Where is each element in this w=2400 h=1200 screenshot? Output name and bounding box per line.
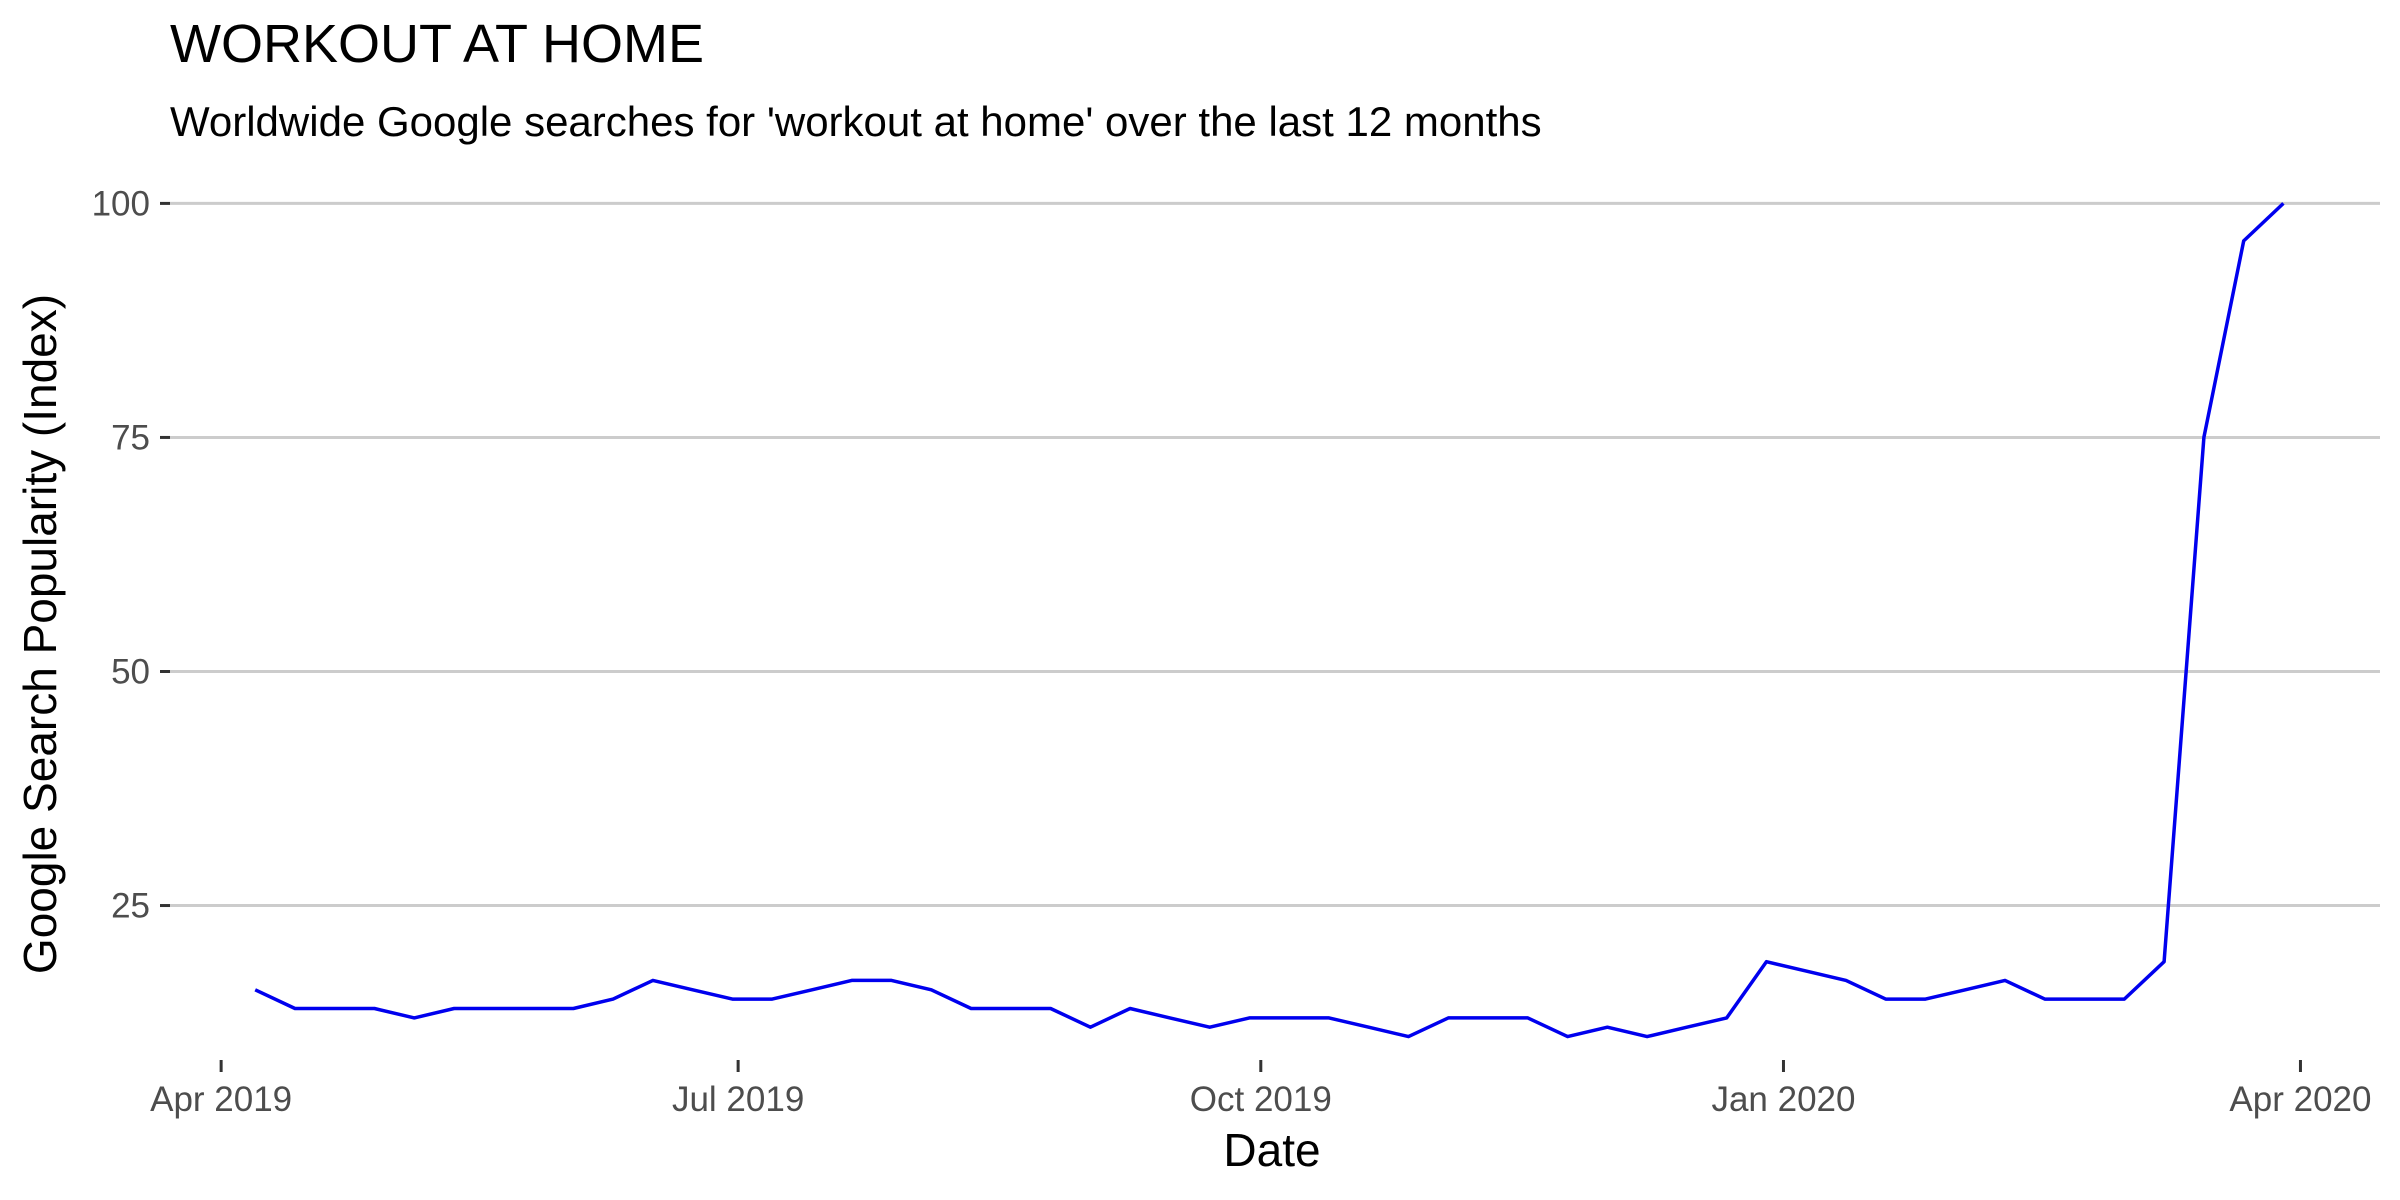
y-axis: 25 50 75 100: [92, 184, 170, 925]
x-axis-title: Date: [1223, 1124, 1320, 1176]
y-tick-label: 50: [111, 652, 150, 691]
y-axis-title: Google Search Popularity (Index): [14, 294, 66, 974]
x-tick-label: Jul 2019: [672, 1080, 804, 1119]
y-tick-label: 25: [111, 887, 150, 926]
chart-title: WORKOUT AT HOME: [170, 14, 704, 74]
gridlines: [170, 203, 2380, 905]
y-tick-label: 100: [92, 184, 150, 223]
chart-subtitle: Worldwide Google searches for 'workout a…: [170, 98, 1542, 145]
series-layer: [255, 203, 2283, 1036]
x-axis: Apr 2019 Jul 2019 Oct 2019 Jan 2020 Apr 2020: [150, 1060, 2371, 1119]
x-tick-label: Oct 2019: [1190, 1080, 1332, 1119]
y-tick-label: 75: [111, 418, 150, 457]
x-tick-label: Apr 2019: [150, 1080, 292, 1119]
series-line: [255, 203, 2283, 1036]
x-tick-label: Jan 2020: [1711, 1080, 1855, 1119]
x-tick-label: Apr 2020: [2229, 1080, 2371, 1119]
